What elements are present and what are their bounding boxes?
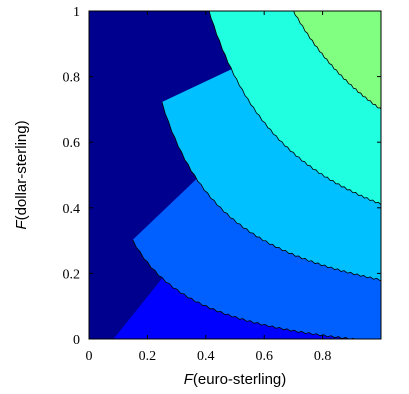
plot-frame [88,10,382,340]
y-tick-label: 1 [73,5,80,20]
y-axis-label: F(dollar-sterling) [13,120,30,229]
x-tick-label: 0.2 [139,349,157,364]
contour-line-2 [132,239,362,339]
y-tick-label: 0.2 [63,267,81,282]
tick-layer: 0 0.2 0.4 0.6 0.8 0 0.2 0.4 0.6 0.8 1 [63,5,381,364]
x-tick-label: 0.4 [197,349,215,364]
x-tick-label: 0.6 [255,349,273,364]
contour-line-layer [132,11,381,339]
y-tick-label: 0.8 [63,71,81,86]
contour-fill-layer [89,11,381,339]
contour-line-5 [293,11,381,110]
x-axis-label: F(euro-sterling) [184,371,287,388]
contour-line-3 [161,101,381,282]
y-tick-label: 0 [73,333,80,348]
contour-band-5 [293,11,381,110]
y-tick-label: 0.4 [63,202,81,217]
x-tick-label: 0.8 [314,349,332,364]
y-tick-label: 0.6 [63,136,81,151]
x-tick-label: 0 [86,349,93,364]
contour-line-4 [208,11,381,206]
